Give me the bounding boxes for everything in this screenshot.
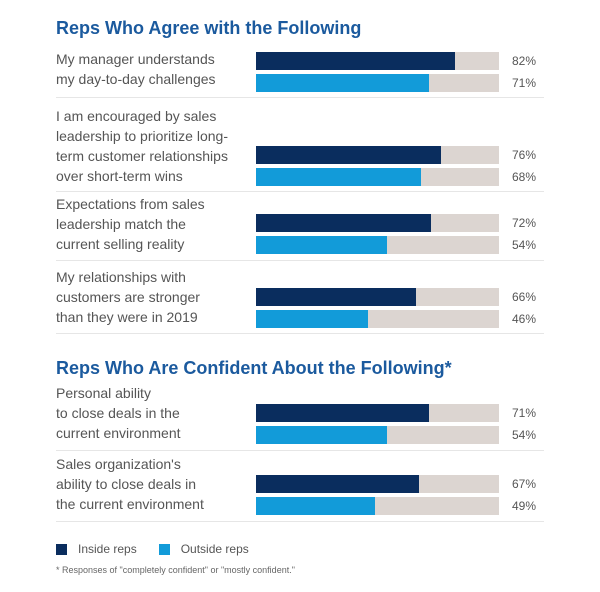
bar-outside [256,236,388,254]
row-label-line: customers are stronger [56,289,200,305]
footnote: * Responses of "completely confident" or… [56,565,295,575]
value-label-outside: 54% [512,428,537,442]
row-label-line: over short-term wins [56,168,183,184]
bar-track-outside [256,74,499,92]
row-label-line: term customer relationships [56,148,228,164]
row-label: Personal ability to close deals in the cur… [56,383,251,443]
legend: Inside reps Outside reps [56,542,271,556]
value-label-outside: 68% [512,170,537,184]
bar-outside [256,168,422,186]
bar-outside [256,497,376,515]
value-label-inside: 72% [512,216,537,230]
legend-label-inside: Inside reps [78,542,137,556]
value-label-inside: 66% [512,290,537,304]
bar-outside [256,310,368,328]
row-label-line: ability to close deals in [56,476,197,492]
heading-confident: Reps Who Are Confident About the Followi… [56,358,452,378]
row-label-line: leadership to prioritize long- [56,128,228,144]
row-label-line: Expectations from sales [56,196,205,212]
bar-track-inside [256,146,499,164]
row-label-line: leadership match the [56,216,186,232]
value-label-inside: 67% [512,477,537,491]
row-label-line: to close deals in the [56,405,180,421]
row-label-line: current environment [56,425,181,441]
heading-agree: Reps Who Agree with the Following [56,18,362,38]
legend-item-outside: Outside reps [158,542,249,556]
divider [56,450,544,451]
legend-label-outside: Outside reps [180,542,249,556]
row-label-line: Personal ability [56,385,151,401]
row-label-line: my day-to-day challenges [56,71,216,87]
value-label-inside: 71% [512,406,537,420]
row-label-line: My relationships with [56,269,186,285]
bar-outside [256,426,388,444]
divider [56,260,544,261]
bar-outside [256,74,429,92]
bar-track-inside [256,288,499,306]
value-label-outside: 54% [512,238,537,252]
value-label-inside: 82% [512,54,537,68]
bar-track-outside [256,168,499,186]
row-label-line: I am encouraged by sales [56,108,217,124]
row-label: Sales organization's ability to close dea… [56,454,251,514]
bar-inside [256,146,441,164]
bar-track-inside [256,214,499,232]
divider [56,333,544,334]
bar-track-outside [256,236,499,254]
value-label-inside: 76% [512,148,537,162]
row-label: My relationships with customers are stron… [56,267,251,327]
row-label: I am encouraged by sales leadership to pr… [56,106,251,186]
divider [56,191,544,192]
bar-track-outside [256,497,499,515]
bar-inside [256,52,456,70]
bar-inside [256,475,419,493]
row-label-line: than they were in 2019 [56,309,198,325]
row-label-line: the current environment [56,496,204,512]
divider [56,521,544,522]
divider [56,97,544,98]
value-label-outside: 46% [512,312,537,326]
bar-track-outside [256,310,499,328]
row-label: My manager understands my day-to-day chal… [56,49,251,89]
row-label-line: My manager understands [56,51,215,67]
legend-swatch-inside [56,543,67,555]
bar-track-inside [256,475,499,493]
value-label-outside: 49% [512,499,537,513]
row-label-line: Sales organization's [56,456,181,472]
row-label: Expectations from sales leadership match … [56,194,251,254]
bar-inside [256,288,417,306]
bar-track-inside [256,404,499,422]
bar-inside [256,404,429,422]
bar-inside [256,214,431,232]
legend-item-inside: Inside reps [56,542,137,556]
bar-track-inside [256,52,499,70]
bar-track-outside [256,426,499,444]
row-label-line: current selling reality [56,236,185,252]
value-label-outside: 71% [512,76,537,90]
legend-swatch-outside [158,543,170,555]
